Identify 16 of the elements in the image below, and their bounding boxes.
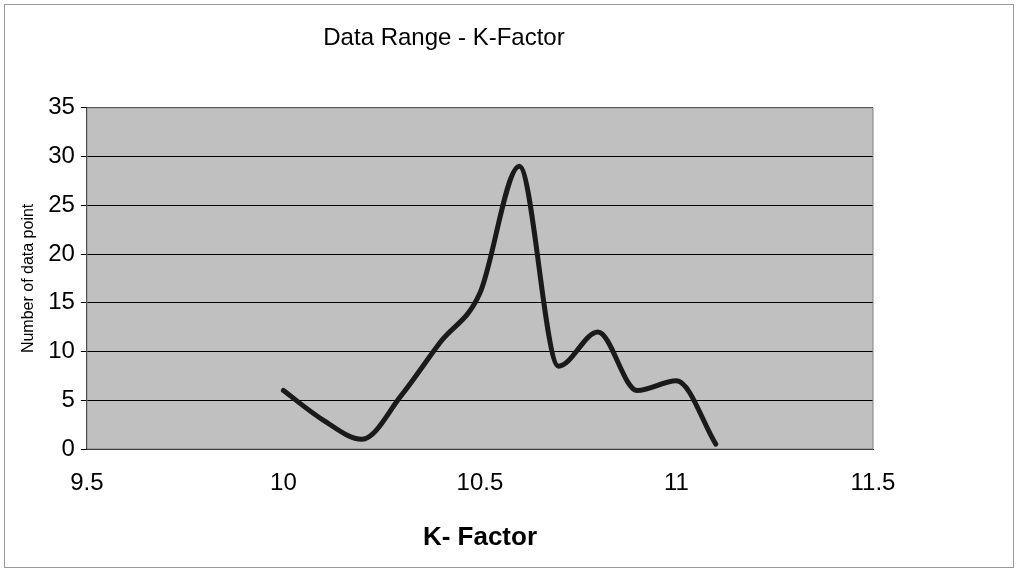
y-tick-label: 5: [61, 384, 75, 412]
x-tick-label: 10.5: [456, 468, 504, 496]
x-axis-title: K- Factor: [422, 520, 538, 551]
y-axis-title: Number of data point: [19, 203, 37, 354]
y-tick-label: 35: [48, 92, 75, 120]
x-tick-label: 9.5: [70, 468, 104, 496]
y-tick-label: 25: [48, 189, 75, 217]
y-tick-label: 10: [48, 336, 75, 364]
x-tick-label: 11.5: [850, 468, 896, 496]
x-tick-label: 11: [664, 468, 689, 496]
chart-title: Data Range - K-Factor: [323, 23, 565, 51]
x-tick-label: 10: [270, 468, 297, 496]
y-tick-label: 15: [48, 287, 75, 315]
y-tick-label: 20: [48, 238, 75, 266]
y-tick-label: 0: [61, 433, 75, 461]
y-tick-label: 30: [48, 141, 75, 169]
